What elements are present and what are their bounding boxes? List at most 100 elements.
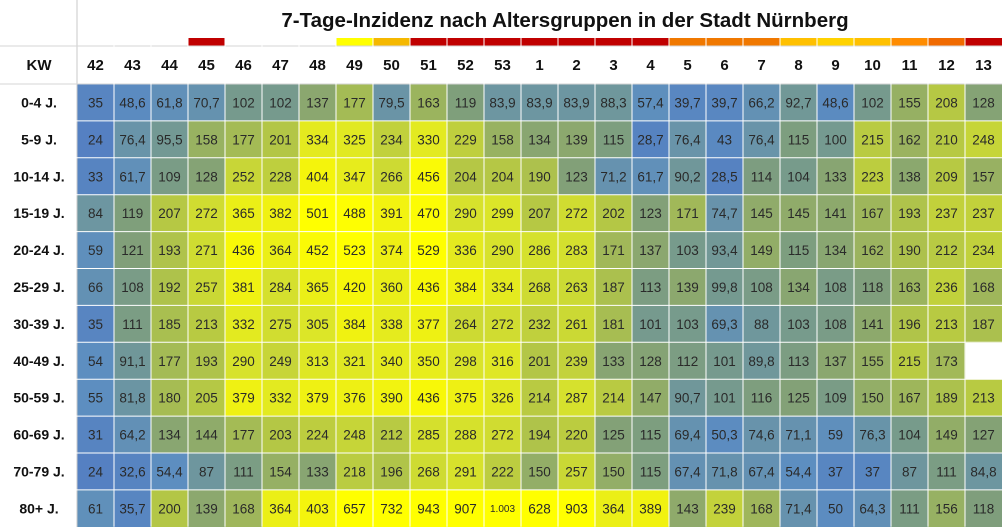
cell-value: 628 [528, 501, 551, 516]
column-header: 42 [87, 57, 104, 74]
cell-value: 229 [454, 132, 477, 147]
cell-value: 220 [565, 428, 588, 443]
heatmap-cell [558, 268, 596, 306]
cell-value: 32,6 [119, 464, 145, 479]
cell-value: 108 [750, 280, 773, 295]
cell-value: 187 [602, 280, 625, 295]
heatmap-cell [225, 194, 263, 233]
heatmap-cell [743, 379, 781, 417]
heatmap-cell [928, 194, 966, 233]
cell-value: 436 [232, 243, 255, 258]
cell-value: 64,3 [859, 501, 885, 516]
heatmap-cell [558, 342, 596, 380]
heatmap-cell [521, 342, 559, 380]
heatmap-cell [373, 416, 411, 454]
cell-value: 196 [380, 464, 403, 479]
cell-value: 61,7 [637, 169, 663, 184]
cell-value: 436 [417, 391, 440, 406]
cell-value: 61,7 [119, 169, 145, 184]
heatmap-cell [77, 342, 115, 380]
heatmap-cell [558, 231, 596, 270]
cell-value: 61,8 [156, 95, 182, 110]
cell-value: 76,3 [859, 428, 885, 443]
cell-value: 138 [898, 169, 921, 184]
heatmap-cell [447, 305, 485, 343]
cell-value: 201 [269, 132, 292, 147]
heatmap-cell [780, 84, 818, 122]
cell-value: 61 [88, 501, 103, 516]
chart-title: 7-Tage-Inzidenz nach Altersgruppen in de… [281, 9, 848, 32]
cell-value: 436 [417, 280, 440, 295]
cell-value: 223 [861, 169, 884, 184]
heatmap-cell [595, 379, 633, 417]
heatmap-cell [151, 305, 189, 343]
heatmap-cell [521, 416, 559, 454]
heatmap-cell [188, 194, 226, 233]
heatmap-cell [558, 453, 596, 491]
cell-value: 149 [935, 428, 958, 443]
week-marker [336, 38, 373, 46]
cell-value: 103 [787, 317, 810, 332]
cell-value: 67,4 [674, 464, 701, 479]
cell-value: 91,1 [119, 354, 145, 369]
heatmap-cell [484, 231, 522, 270]
cell-value: 113 [788, 354, 810, 369]
cell-value: 149 [750, 243, 773, 258]
heatmap-cell [743, 489, 781, 527]
cell-value: 234 [972, 243, 995, 258]
cell-value: 316 [491, 354, 514, 369]
heatmap-cell [558, 194, 596, 233]
heatmap-cell [632, 489, 670, 527]
heatmap-cell [780, 231, 818, 270]
heatmap-cell [336, 416, 374, 454]
heatmap-cell [521, 120, 559, 159]
cell-value: 137 [824, 354, 847, 369]
cell-value: 139 [565, 132, 588, 147]
cell-value: 163 [898, 280, 921, 295]
heatmap-cell [706, 453, 744, 491]
heatmap-cell [669, 157, 707, 196]
cell-value: 43 [717, 132, 732, 147]
cell-value: 35 [88, 317, 103, 332]
heatmap-cell [743, 157, 781, 196]
heatmap-cell [336, 453, 374, 491]
heatmap-cell [558, 157, 596, 196]
heatmap-cell [780, 379, 818, 417]
heatmap-cell [77, 305, 115, 343]
heatmap-cell [262, 231, 300, 270]
cell-value: 158 [195, 132, 218, 147]
cell-value: 360 [380, 280, 403, 295]
cell-value: 218 [343, 464, 366, 479]
heatmap-cell [336, 489, 374, 527]
cell-value: 248 [343, 428, 366, 443]
cell-value: 268 [417, 464, 440, 479]
cell-value: 326 [491, 391, 514, 406]
row-label: 5-9 J. [21, 131, 57, 147]
column-header: 11 [902, 57, 918, 74]
cell-value: 103 [676, 243, 699, 258]
cell-value: 298 [454, 354, 477, 369]
heatmap-cell [262, 268, 300, 306]
cell-value: 364 [602, 501, 625, 516]
heatmap-cell [780, 342, 818, 380]
cell-value: 190 [528, 169, 551, 184]
cell-value: 222 [491, 464, 514, 479]
cell-value: 137 [639, 243, 662, 258]
cell-value: 215 [898, 354, 921, 369]
cell-value: 173 [935, 354, 958, 369]
heatmap-cell [965, 453, 1002, 491]
cell-value: 263 [565, 280, 588, 295]
cell-value: 272 [491, 317, 514, 332]
cell-value: 108 [121, 280, 144, 295]
heatmap-cell [373, 268, 411, 306]
week-marker [410, 38, 447, 46]
column-header: 3 [609, 57, 617, 74]
cell-value: 104 [787, 169, 810, 184]
heatmap-cell [891, 342, 929, 380]
heatmap-cell [632, 342, 670, 380]
heatmap-cell [891, 157, 929, 196]
heatmap-cell [521, 379, 559, 417]
cell-value: 81,8 [119, 391, 145, 406]
column-header: 2 [572, 57, 580, 74]
heatmap-cell [891, 268, 929, 306]
